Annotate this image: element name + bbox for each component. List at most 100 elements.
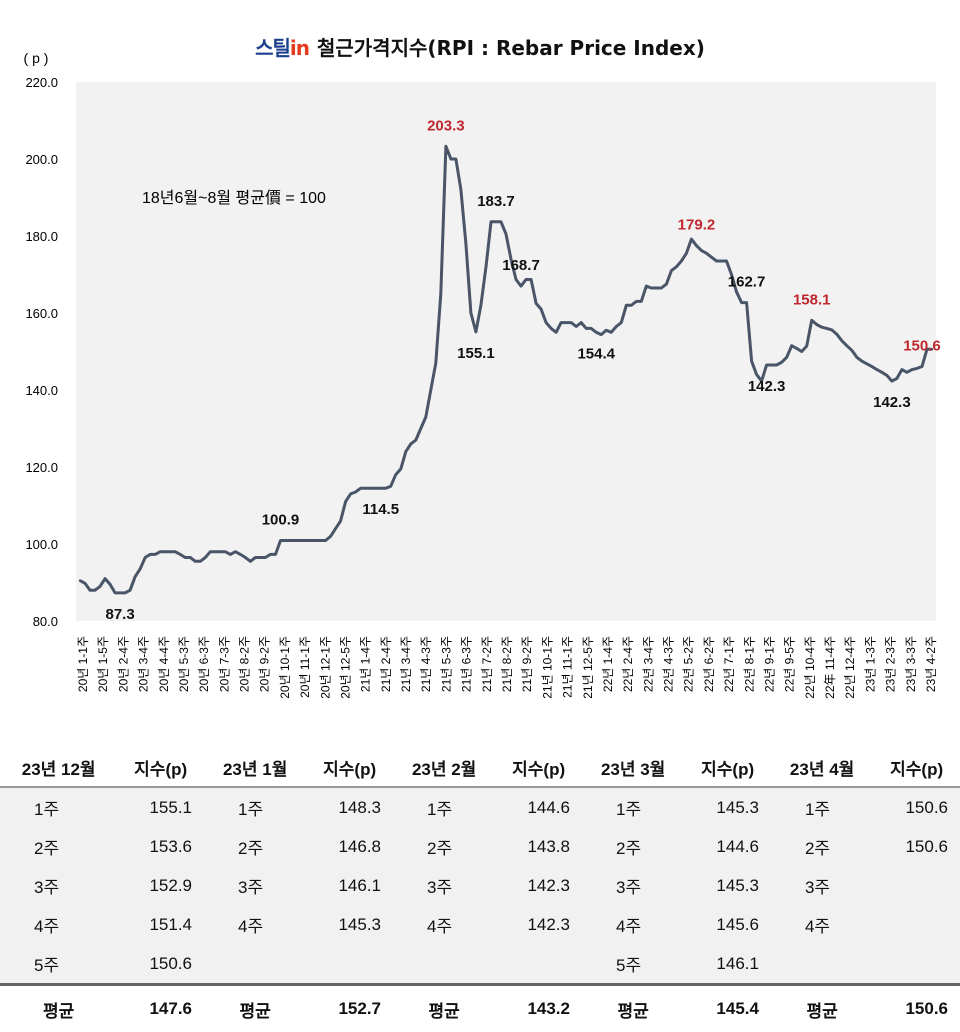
data-point xyxy=(224,551,226,553)
data-point xyxy=(119,592,121,594)
data-point xyxy=(565,321,567,323)
x-tick-label: 23년 2-3주 xyxy=(884,636,898,692)
x-tick-label: 23년 3-3주 xyxy=(904,636,918,692)
data-point xyxy=(229,553,231,555)
data-label: 100.9 xyxy=(262,512,300,529)
data-point xyxy=(755,373,757,375)
week-cell: 3주 xyxy=(393,866,495,905)
data-point xyxy=(831,329,833,331)
week-cell: 3주 xyxy=(204,866,306,905)
data-point xyxy=(750,360,752,362)
data-point xyxy=(590,327,592,329)
x-tick-label: 21년 8-2주 xyxy=(500,636,514,692)
average-label: 평균 xyxy=(0,985,117,1032)
x-tick-label: 23년 1-3주 xyxy=(863,636,877,692)
data-point xyxy=(450,158,452,160)
data-point xyxy=(735,291,737,293)
month-header: 23년 1월 xyxy=(204,748,306,787)
data-point xyxy=(705,252,707,254)
month-header: 23년 12월 xyxy=(0,748,117,787)
x-tick-label: 22年 11-4주 xyxy=(823,636,837,699)
data-point xyxy=(299,539,301,541)
data-point xyxy=(505,233,507,235)
average-value: 145.4 xyxy=(684,985,771,1032)
data-point xyxy=(164,551,166,553)
week-cell: 1주 xyxy=(393,787,495,827)
data-label: 162.7 xyxy=(728,274,766,291)
data-point xyxy=(319,539,321,541)
data-point xyxy=(395,474,397,476)
data-point xyxy=(159,551,161,553)
data-point xyxy=(715,260,717,262)
index-cell xyxy=(495,944,582,985)
index-cell: 145.6 xyxy=(684,905,771,944)
data-point xyxy=(139,568,141,570)
data-point xyxy=(625,304,627,306)
baseline-note: 18년6월~8월 평균價 = 100 xyxy=(142,189,326,207)
data-point xyxy=(640,300,642,302)
x-tick-label: 21년 3-4주 xyxy=(399,636,413,692)
data-point xyxy=(540,308,542,310)
data-point xyxy=(495,221,497,223)
data-point xyxy=(430,389,432,391)
line-chart: ( p )18년6월~8월 평균價 = 100220.0200.0180.016… xyxy=(0,0,960,735)
data-point xyxy=(836,333,838,335)
data-point xyxy=(149,553,151,555)
data-point xyxy=(435,362,437,364)
x-tick-label: 22년 10-4주 xyxy=(803,636,817,699)
x-tick-label: 21년 6-3주 xyxy=(460,636,474,692)
data-point xyxy=(690,238,692,240)
index-cell xyxy=(873,866,960,905)
data-point xyxy=(620,321,622,323)
index-header: 지수(p) xyxy=(873,748,960,787)
index-cell: 150.6 xyxy=(117,944,204,985)
data-point xyxy=(104,577,106,579)
y-tick-label: 200.0 xyxy=(25,152,58,167)
data-point xyxy=(796,347,798,349)
y-tick-label: 120.0 xyxy=(25,460,58,475)
data-point xyxy=(605,329,607,331)
x-tick-label: 20년 4-4주 xyxy=(157,636,171,692)
x-tick-label: 20년 5-3주 xyxy=(177,636,191,692)
data-point xyxy=(244,556,246,558)
y-tick-label: 100.0 xyxy=(25,537,58,552)
data-point xyxy=(204,556,206,558)
data-point xyxy=(780,361,782,363)
data-point xyxy=(415,439,417,441)
data-point xyxy=(490,221,492,223)
data-point xyxy=(274,553,276,555)
data-point xyxy=(380,487,382,489)
data-point xyxy=(179,553,181,555)
data-point xyxy=(555,331,557,333)
data-point xyxy=(129,589,131,591)
x-tick-label: 22년 6-2주 xyxy=(702,636,716,692)
index-cell: 146.8 xyxy=(306,827,393,866)
data-point xyxy=(896,377,898,379)
data-point xyxy=(99,585,101,587)
index-cell: 145.3 xyxy=(684,866,771,905)
x-tick-label: 20년 6-3주 xyxy=(197,636,211,692)
data-point xyxy=(570,321,572,323)
data-point xyxy=(500,221,502,223)
data-point xyxy=(289,539,291,541)
x-tick-label: 22년 9-5주 xyxy=(783,636,797,692)
data-point xyxy=(801,350,803,352)
data-point xyxy=(545,321,547,323)
data-point xyxy=(550,327,552,329)
data-point xyxy=(420,427,422,429)
data-label: 183.7 xyxy=(477,193,515,210)
data-point xyxy=(595,331,597,333)
data-point xyxy=(475,331,477,333)
average-label: 평균 xyxy=(771,985,873,1032)
data-point xyxy=(665,283,667,285)
data-point xyxy=(770,364,772,366)
data-point xyxy=(886,374,888,376)
index-cell xyxy=(306,944,393,985)
x-tick-label: 20년 12-5주 xyxy=(338,636,352,699)
data-point xyxy=(650,287,652,289)
week-cell: 3주 xyxy=(0,866,117,905)
data-point xyxy=(680,260,682,262)
index-header: 지수(p) xyxy=(117,748,204,787)
plot-area xyxy=(76,82,936,621)
